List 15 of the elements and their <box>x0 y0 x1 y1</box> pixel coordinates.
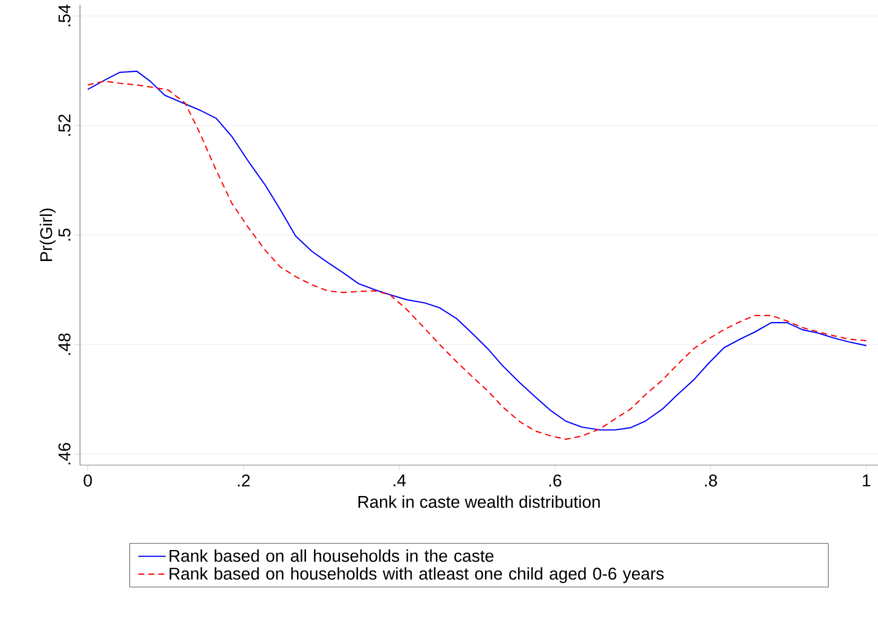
x-tick-label: .2 <box>238 474 250 486</box>
legend-label: Rank based on all households in the caste <box>170 549 494 562</box>
y-tick-label: .5 <box>58 228 70 241</box>
x-tick-label: 1 <box>862 474 870 486</box>
y-tick-label: .48 <box>58 333 70 355</box>
y-tick-label: .52 <box>58 114 70 136</box>
x-tick-label: .4 <box>394 474 406 486</box>
y-axis-title: Pr(Girl) <box>40 208 56 261</box>
x-axis-title: Rank in caste wealth distribution <box>358 495 600 508</box>
y-tick-label: .54 <box>58 4 70 26</box>
y-tick-label: .46 <box>58 442 70 464</box>
x-tick-label: .8 <box>705 474 717 487</box>
x-tick-label: 0 <box>84 474 92 487</box>
x-tick-label: .6 <box>549 474 562 487</box>
legend-label: Rank based on households with atleast one child aged 0-6 years <box>170 567 664 584</box>
